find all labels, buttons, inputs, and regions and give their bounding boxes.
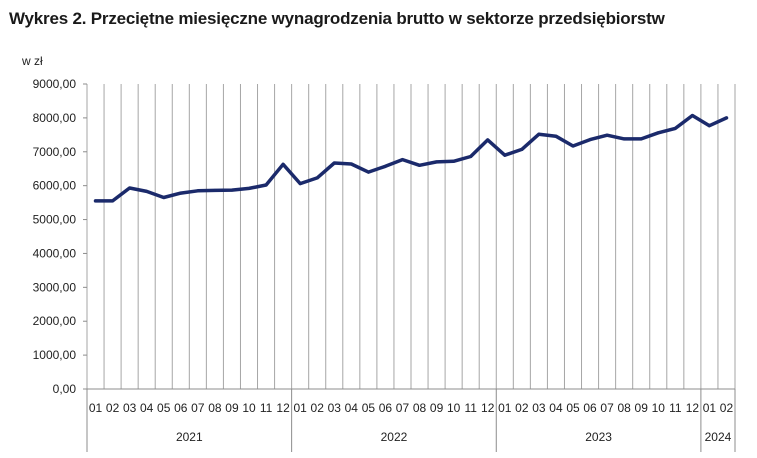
data-point xyxy=(588,138,592,142)
x-tick-label: 11 xyxy=(464,401,477,415)
x-tick-label: 02 xyxy=(311,401,325,415)
x-tick-label: 06 xyxy=(379,401,393,415)
x-tick-label: 12 xyxy=(481,401,495,415)
data-point xyxy=(520,147,524,151)
year-label: 2023 xyxy=(585,430,612,444)
x-tick-label: 02 xyxy=(106,401,120,415)
salary-series-line xyxy=(93,113,729,203)
chart-title: Wykres 2. Przeciętne miesięczne wynagrod… xyxy=(9,9,665,28)
data-point xyxy=(332,161,336,165)
data-point xyxy=(349,162,353,166)
x-tick-label: 01 xyxy=(498,401,512,415)
x-tick-label: 09 xyxy=(225,401,239,415)
grid-lines xyxy=(83,83,736,390)
x-tick-label: 04 xyxy=(549,401,563,415)
x-tick-label: 11 xyxy=(669,401,682,415)
data-point xyxy=(383,164,387,168)
data-point xyxy=(724,116,728,120)
x-tick-labels: 01 02 03 04 05 06 07 08 09 10 11 12 01 02 03 04 05 06 07 08… xyxy=(89,401,734,415)
data-point xyxy=(639,137,643,141)
y-tick-labels: 0,00 1000,00 2000,00 3000,00 4000,00 5000,00 6… xyxy=(33,77,77,396)
x-tick-label: 10 xyxy=(447,401,461,415)
data-point xyxy=(162,196,166,200)
y-tick-label: 9000,00 xyxy=(33,77,77,91)
x-tick-label: 12 xyxy=(276,401,290,415)
data-point xyxy=(707,124,711,128)
y-tick-label: 8000,00 xyxy=(33,111,77,125)
x-tick-label: 05 xyxy=(157,401,171,415)
y-tick-label: 6000,00 xyxy=(33,179,77,193)
data-point xyxy=(281,162,285,166)
data-point xyxy=(435,160,439,164)
year-label: 2021 xyxy=(176,430,203,444)
x-tick-label: 02 xyxy=(720,401,734,415)
data-point xyxy=(179,191,183,195)
x-tick-label: 06 xyxy=(583,401,597,415)
data-point xyxy=(400,158,404,162)
data-point xyxy=(486,138,490,142)
y-tick-label: 7000,00 xyxy=(33,145,77,159)
data-point xyxy=(230,188,234,192)
x-tick-label: 02 xyxy=(515,401,529,415)
x-tick-label: 08 xyxy=(413,401,427,415)
data-point xyxy=(452,159,456,163)
x-tick-label: 04 xyxy=(140,401,154,415)
series-line xyxy=(93,113,729,203)
x-tick-label: 07 xyxy=(191,401,205,415)
y-tick-label: 0,00 xyxy=(53,382,77,396)
y-tick-label: 3000,00 xyxy=(33,280,77,294)
x-tick-label: 08 xyxy=(617,401,631,415)
x-tick-label: 12 xyxy=(686,401,700,415)
x-tick-label: 11 xyxy=(260,401,273,415)
x-tick-label: 04 xyxy=(345,401,359,415)
x-tick-label: 05 xyxy=(566,401,580,415)
data-point xyxy=(128,186,132,190)
data-point xyxy=(111,199,115,203)
data-point xyxy=(145,189,149,193)
x-tick-label: 05 xyxy=(362,401,376,415)
data-point xyxy=(554,134,558,138)
data-point xyxy=(418,163,422,167)
data-point xyxy=(469,155,473,159)
y-tick-label: 5000,00 xyxy=(33,213,77,227)
data-point xyxy=(622,137,626,141)
data-point xyxy=(196,189,200,193)
data-point xyxy=(503,153,507,157)
x-tick-label: 08 xyxy=(208,401,222,415)
data-point xyxy=(247,186,251,190)
x-tick-label: 01 xyxy=(293,401,307,415)
x-tick-label: 03 xyxy=(532,401,546,415)
y-tick-label: 1000,00 xyxy=(33,348,77,362)
data-point xyxy=(656,131,660,135)
x-tick-label: 06 xyxy=(174,401,188,415)
y-tick-label: 2000,00 xyxy=(33,314,77,328)
data-point xyxy=(264,183,268,187)
x-tick-label: 03 xyxy=(123,401,137,415)
x-tick-label: 01 xyxy=(89,401,103,415)
data-point xyxy=(315,176,319,180)
year-label: 2022 xyxy=(381,430,408,444)
x-tick-label: 09 xyxy=(430,401,444,415)
year-labels: 2021 2022 2023 2024 xyxy=(86,389,736,452)
data-point xyxy=(537,132,541,136)
y-tick-label: 4000,00 xyxy=(33,246,77,260)
data-point xyxy=(298,182,302,186)
data-point xyxy=(605,133,609,137)
y-axis-unit-label: w zł xyxy=(21,54,43,68)
x-tick-label: 03 xyxy=(328,401,342,415)
x-tick-label: 07 xyxy=(600,401,614,415)
data-point xyxy=(94,199,98,203)
data-point xyxy=(571,144,575,148)
x-tick-label: 09 xyxy=(635,401,649,415)
x-tick-label: 07 xyxy=(396,401,410,415)
data-point xyxy=(673,126,677,130)
x-tick-label: 01 xyxy=(703,401,717,415)
data-point xyxy=(366,170,370,174)
data-point xyxy=(690,114,694,118)
year-label: 2024 xyxy=(705,430,732,444)
x-tick-label: 10 xyxy=(652,401,666,415)
data-point xyxy=(213,188,217,192)
x-tick-label: 10 xyxy=(242,401,256,415)
